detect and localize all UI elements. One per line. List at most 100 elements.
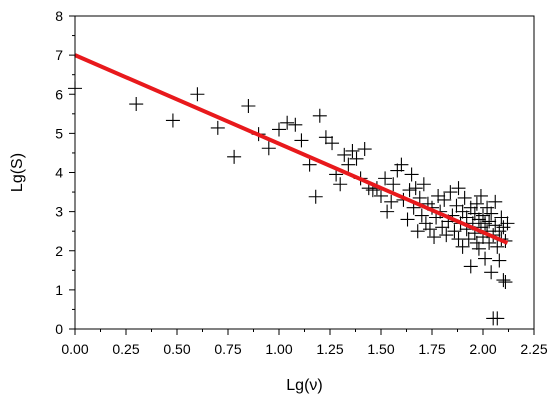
data-point: [463, 259, 478, 274]
data-point: [443, 185, 458, 200]
data-point: [280, 115, 295, 130]
data-point: [435, 220, 450, 235]
data-point: [325, 136, 340, 151]
data-point: [227, 149, 242, 164]
data-point: [463, 200, 478, 215]
data-point: [422, 222, 437, 237]
data-point: [500, 216, 515, 231]
fit-line-layer: [74, 53, 509, 245]
data-point: [374, 188, 388, 203]
data-point: [467, 206, 482, 221]
data-point: [294, 133, 309, 148]
data-point: [455, 204, 470, 219]
data-point: [418, 216, 433, 231]
data-point: [449, 198, 464, 213]
x-axis-label: Lg(ν): [286, 377, 322, 394]
data-point: [312, 108, 327, 123]
data-point: [459, 210, 474, 225]
data-point: [190, 87, 205, 102]
data-point: [478, 216, 493, 231]
data-point: [439, 228, 454, 243]
data-point: [357, 142, 372, 157]
data-point: [414, 208, 429, 223]
data-point: [461, 232, 476, 247]
data-point: [480, 200, 495, 215]
x-tick-label: 2.25: [520, 341, 547, 357]
y-tick-label: 2: [55, 243, 63, 259]
data-point: [288, 117, 303, 132]
data-point: [488, 194, 503, 209]
data-point: [447, 224, 462, 239]
x-tick-label: 1.50: [367, 341, 394, 357]
data-point: [416, 177, 431, 192]
data-point: [384, 194, 399, 209]
y-axis-label: Lg(S): [9, 153, 26, 192]
x-tick-label: 0.25: [112, 341, 139, 357]
data-point: [261, 141, 276, 156]
y-tick-label: 8: [55, 8, 63, 24]
data-point: [469, 196, 484, 211]
data-point: [400, 212, 415, 227]
data-point: [402, 183, 417, 198]
data-point: [427, 230, 442, 245]
data-point: [455, 239, 470, 254]
data-point: [302, 157, 317, 172]
data-point: [482, 214, 497, 229]
data-point: [272, 122, 286, 137]
y-tick-label: 7: [55, 47, 63, 63]
data-point: [129, 97, 144, 112]
x-tick-label: 1.00: [265, 341, 292, 357]
x-tick-label: 0.50: [163, 341, 190, 357]
data-point: [437, 192, 452, 207]
y-tick-label: 0: [55, 321, 63, 337]
data-point: [496, 220, 511, 235]
data-point: [337, 147, 352, 162]
data-point: [408, 181, 423, 196]
data-point: [345, 143, 360, 158]
data-point: [490, 239, 505, 254]
scatter-points: [68, 81, 515, 326]
data-point: [471, 212, 486, 227]
data-point: [394, 157, 409, 172]
data-point: [490, 311, 505, 326]
data-point: [341, 157, 356, 172]
data-point: [451, 181, 466, 196]
x-axis-ticks: 0.00 0.25 0.50 0.75 1.00 1.25 1.50 1.75 2.00 2.25: [61, 329, 548, 357]
y-tick-label: 6: [55, 86, 63, 102]
data-point: [484, 265, 499, 280]
data-point: [492, 253, 507, 268]
data-point: [349, 151, 364, 166]
data-point: [476, 208, 490, 223]
x-tick-label: 1.75: [418, 341, 445, 357]
data-point: [318, 130, 333, 145]
data-point: [165, 113, 180, 128]
data-point: [473, 188, 488, 203]
data-point: [471, 241, 486, 256]
data-point: [404, 167, 419, 182]
data-point: [386, 177, 401, 192]
data-point: [380, 204, 395, 219]
data-point: [469, 235, 484, 250]
data-point: [488, 218, 503, 233]
x-tick-label: 2.00: [469, 341, 496, 357]
data-point: [482, 235, 497, 250]
fit-line: [74, 53, 509, 245]
data-point: [492, 224, 507, 239]
data-point: [410, 224, 425, 239]
data-point: [494, 210, 509, 225]
x-tick-label: 0.75: [214, 341, 241, 357]
data-point: [478, 251, 493, 266]
data-point: [496, 273, 511, 288]
y-axis-ticks: 0 1 2 3 4 5 6 7 8: [55, 8, 75, 337]
x-tick-label: 1.25: [316, 341, 343, 357]
data-point: [333, 177, 348, 192]
plot-frame: [74, 15, 535, 330]
y-tick-label: 5: [55, 125, 63, 141]
data-point: [457, 190, 472, 205]
data-point: [308, 189, 323, 204]
data-point: [498, 275, 513, 290]
y-tick-label: 1: [55, 282, 63, 298]
data-point: [210, 120, 225, 135]
data-point: [484, 206, 499, 221]
